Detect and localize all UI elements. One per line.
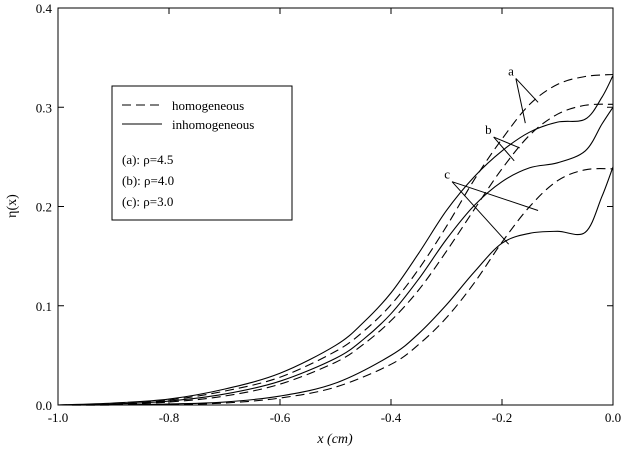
- y-axis-label: η(x): [5, 194, 20, 218]
- y-tick-label: 0.3: [36, 100, 52, 115]
- annotation-label-c: c: [444, 167, 450, 182]
- annotation-label-b: b: [485, 122, 492, 137]
- legend-note-b: (b): ρ=4.0: [122, 173, 174, 188]
- annotation-leader-b: [493, 136, 515, 162]
- y-tick-label: 0.2: [36, 200, 52, 215]
- legend-note-a: (a): ρ=4.5: [122, 152, 173, 167]
- annotation-layer: a b c: [444, 63, 539, 245]
- axes-layer: -1.0 -0.8 -0.6 -0.4 -0.2 0.0 0.0 0.1 0.2 0.3 0.4: [36, 1, 621, 425]
- x-tick-label: -1.0: [48, 410, 69, 425]
- annotation-leader-a: [515, 78, 526, 124]
- y-tick-label: 0.1: [36, 299, 52, 314]
- x-tick-label: -0.6: [270, 410, 291, 425]
- series-line-a-homogeneous: [57, 73, 614, 406]
- annotation-label-a: a: [508, 63, 514, 78]
- x-tick-label: -0.2: [492, 410, 513, 425]
- series-layer: [57, 73, 614, 406]
- legend-note-c: (c): ρ=3.0: [122, 194, 173, 209]
- annotation-leader-a: [515, 78, 539, 103]
- series-line-c-inhomogeneous: [57, 166, 614, 406]
- series-line-b-inhomogeneous: [57, 106, 614, 406]
- y-tick-label: 0.0: [36, 398, 52, 413]
- annotation-leader-b: [493, 136, 520, 149]
- legend-box: [111, 85, 293, 221]
- annotation-leader-c: [451, 181, 510, 245]
- legend-label-homogeneous: homogeneous: [172, 98, 244, 113]
- x-tick-label: 0.0: [605, 410, 621, 425]
- annotation-leader-c: [451, 181, 539, 211]
- series-line-b-homogeneous: [57, 103, 614, 406]
- x-tick-label: -0.4: [381, 410, 402, 425]
- legend-label-inhomogeneous: inhomogeneous: [172, 117, 254, 132]
- y-tick-label: 0.4: [36, 1, 53, 16]
- x-axis-label: x (cm): [316, 432, 353, 447]
- series-line-c-homogeneous: [57, 168, 614, 406]
- series-line-a-inhomogeneous: [57, 75, 614, 406]
- x-tick-label: -0.8: [159, 410, 180, 425]
- legend: homogeneous inhomogeneous (a): ρ=4.5 (b)…: [111, 85, 293, 221]
